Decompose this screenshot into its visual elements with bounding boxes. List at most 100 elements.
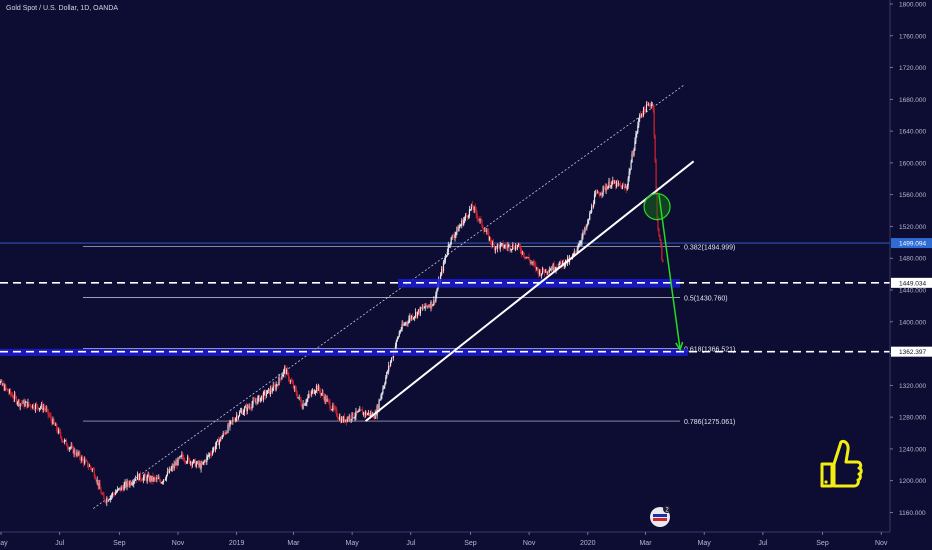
candle-body <box>248 406 250 408</box>
candle-body <box>255 401 257 403</box>
candle-body <box>437 286 439 291</box>
candle-body <box>509 244 511 250</box>
candle-body <box>610 185 612 188</box>
candle-body <box>187 456 189 462</box>
candle-body <box>500 243 502 245</box>
candle-body <box>490 237 492 243</box>
candle-body <box>647 103 649 106</box>
candle-body <box>100 489 102 494</box>
candle-body <box>373 417 375 419</box>
candle-body <box>502 243 504 248</box>
candle-body <box>64 440 67 441</box>
candle-body <box>315 385 318 391</box>
candle-body <box>620 185 623 189</box>
candle-body <box>234 420 236 422</box>
candle-body <box>212 447 215 451</box>
candle-body <box>513 244 515 249</box>
x-tick-label: 2020 <box>580 540 596 547</box>
candle-body <box>588 219 590 221</box>
candle-body <box>318 386 321 391</box>
flag-badge-icon[interactable]: 2 <box>650 505 671 527</box>
candle-body <box>572 254 574 256</box>
candle-body <box>377 405 379 409</box>
candle-body <box>460 224 462 226</box>
candle-body <box>121 486 123 488</box>
candle-body <box>501 243 503 245</box>
candle-body <box>465 214 468 216</box>
candle-body <box>105 501 107 503</box>
x-tick-label: Mar <box>639 540 652 547</box>
candle-body <box>559 260 561 265</box>
candle-body <box>35 404 37 410</box>
candle-body <box>150 476 152 481</box>
candle-body <box>276 384 278 386</box>
candle-body <box>421 307 423 309</box>
price-tag-plain: 1449.034 <box>891 277 932 288</box>
candle-body <box>178 457 180 459</box>
candle-body <box>281 376 283 380</box>
candle-body <box>658 229 660 236</box>
candle-body <box>349 416 351 420</box>
candle-body <box>358 411 360 413</box>
candle-body <box>601 192 603 195</box>
candle-body <box>262 395 264 400</box>
y-tick-label: 1520.000 <box>899 224 926 231</box>
candle-body <box>74 449 76 454</box>
candle-body <box>646 104 649 106</box>
candle-body <box>250 408 252 409</box>
candle-body <box>466 215 469 217</box>
candle-body <box>617 183 620 185</box>
candle-body <box>184 460 186 462</box>
candle-body <box>176 462 178 466</box>
candle-body <box>558 264 560 268</box>
candle-body <box>622 185 624 186</box>
candle-body <box>102 494 104 495</box>
candle-body <box>662 259 664 263</box>
candle-body <box>238 415 240 419</box>
candle-body <box>119 487 121 491</box>
candle-body <box>152 475 154 481</box>
candle-body <box>351 412 353 420</box>
candle-body <box>493 245 496 250</box>
candle-body <box>237 415 239 419</box>
candle-body <box>433 299 435 305</box>
candle-body <box>10 394 13 396</box>
candle-body <box>400 329 402 331</box>
price-tag-plain: 1362.397 <box>891 346 932 357</box>
candle-body <box>337 416 339 418</box>
y-tick-label: 1280.000 <box>899 415 926 422</box>
candle-body <box>267 388 270 391</box>
candle-body <box>35 404 38 406</box>
candle-body <box>181 454 183 456</box>
candle-body <box>417 309 420 312</box>
candle-body <box>160 480 162 484</box>
candle-body <box>625 187 627 190</box>
candle-body <box>597 191 599 194</box>
candle-body <box>23 400 25 407</box>
candle-body <box>538 270 540 275</box>
candle-body <box>161 482 163 484</box>
candle-body <box>553 264 555 270</box>
candle-body <box>278 377 280 386</box>
candle-body <box>655 160 657 190</box>
candle-body <box>310 394 312 396</box>
candle-body <box>348 416 350 420</box>
candle-body <box>612 180 614 183</box>
candle-body <box>72 446 74 454</box>
zones <box>0 278 890 356</box>
candle-body <box>564 264 566 267</box>
candle-body <box>73 449 75 454</box>
fib-level-label: 0.5(1430.760) <box>684 295 728 302</box>
candle-body <box>251 404 253 409</box>
candle-body <box>113 494 116 495</box>
candle-body <box>139 473 142 480</box>
candle-body <box>524 256 526 258</box>
candle-body <box>207 455 209 457</box>
price-tag-label: 1362.397 <box>899 349 926 356</box>
candle-body <box>503 247 505 248</box>
candle-body <box>330 408 332 410</box>
candle-body <box>287 370 289 373</box>
fib-levels: 0.382(1494.999) 0.5(1430.760) 0.618(1366.5… <box>0 242 890 426</box>
